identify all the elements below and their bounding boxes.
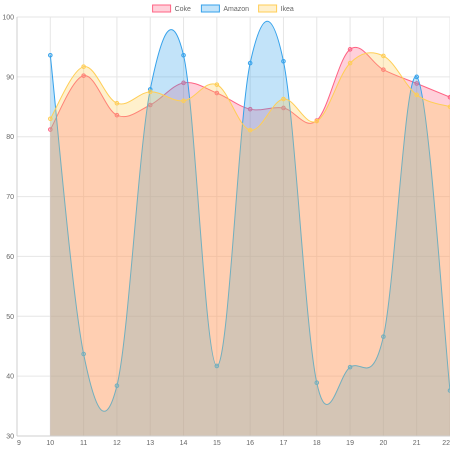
y-tick-label: 100: [2, 15, 14, 22]
data-point-amazon[interactable]: [214, 363, 220, 369]
data-point-coke[interactable]: [48, 127, 53, 132]
series-area-ikea: [50, 52, 450, 436]
data-point-amazon[interactable]: [414, 74, 419, 80]
x-tick-label: 11: [80, 440, 87, 447]
x-tick-label: 19: [346, 440, 354, 447]
data-point-amazon[interactable]: [114, 383, 120, 389]
data-point-ikea[interactable]: [181, 98, 186, 104]
data-point-ikea[interactable]: [147, 89, 153, 95]
grid: [16, 16, 450, 437]
legend[interactable]: Coke Amazon Ikea: [152, 4, 294, 13]
data-point-ikea[interactable]: [314, 118, 320, 124]
series-line-amazon: [49, 20, 450, 412]
data-point-amazon[interactable]: [314, 380, 320, 386]
data-point-coke[interactable]: [147, 102, 153, 108]
data-point-amazon[interactable]: [181, 53, 186, 58]
series-line-ikea: [49, 52, 450, 131]
legend-swatch[interactable]: [200, 4, 220, 13]
legend-label[interactable]: Coke: [175, 6, 191, 13]
data-point-coke[interactable]: [381, 67, 386, 72]
series-area-coke: [50, 47, 450, 436]
legend-swatch[interactable]: [258, 4, 278, 13]
x-tick-label: 10: [46, 440, 54, 447]
data-point-amazon[interactable]: [48, 53, 53, 58]
data-point-amazon[interactable]: [247, 60, 253, 66]
x-tick-label: 13: [146, 440, 154, 447]
x-tick-label: 9: [17, 440, 21, 447]
data-point-ikea[interactable]: [247, 127, 253, 133]
x-tick-label: 20: [379, 440, 387, 447]
legend-item-coke[interactable]: Coke: [152, 4, 191, 13]
y-tick-label: 30: [6, 434, 14, 441]
data-point-coke[interactable]: [347, 47, 353, 52]
x-tick-label: 15: [213, 440, 221, 447]
x-tick-label: 17: [280, 440, 288, 447]
legend-swatch[interactable]: [152, 4, 172, 13]
data-point-amazon[interactable]: [81, 351, 86, 357]
series-amazon: [48, 20, 450, 436]
data-point-amazon[interactable]: [381, 334, 386, 339]
series-area-amazon: [50, 21, 450, 436]
y-tick-label: 80: [6, 134, 14, 141]
data-point-coke[interactable]: [114, 112, 120, 118]
data-point-coke[interactable]: [247, 106, 253, 112]
data-point-coke[interactable]: [181, 80, 186, 86]
y-tick-label: 40: [6, 374, 14, 381]
data-point-ikea[interactable]: [48, 116, 53, 122]
x-tick-label: 16: [246, 440, 254, 447]
legend-item-ikea[interactable]: Ikea: [258, 4, 294, 13]
data-point-ikea[interactable]: [81, 64, 86, 69]
x-tick-label: 22: [442, 440, 450, 447]
data-point-ikea[interactable]: [281, 96, 286, 102]
data-point-amazon[interactable]: [347, 364, 353, 370]
axes: 30 40 50 60 70 80 90 100 9 10 11 12 13 14 15 16 17 18 19 20…: [2, 15, 450, 447]
data-point-coke[interactable]: [81, 73, 86, 78]
x-tick-label: 14: [180, 440, 188, 447]
legend-label[interactable]: Ikea: [281, 6, 294, 13]
data-point-coke[interactable]: [414, 81, 419, 86]
data-point-ikea[interactable]: [214, 82, 220, 87]
series-layer: [48, 20, 450, 436]
y-tick-label: 50: [6, 314, 14, 321]
y-tick-label: 70: [6, 194, 14, 201]
data-point-coke[interactable]: [214, 90, 220, 96]
data-point-amazon[interactable]: [281, 58, 286, 64]
series-coke: [48, 46, 450, 436]
legend-item-amazon[interactable]: Amazon: [200, 4, 249, 13]
series-line-coke: [49, 46, 450, 130]
x-tick-label: 21: [413, 440, 421, 447]
data-point-ikea[interactable]: [414, 92, 419, 98]
data-point-ikea[interactable]: [381, 53, 386, 59]
y-tick-label: 60: [6, 254, 14, 261]
y-tick-label: 90: [6, 74, 14, 81]
data-point-ikea[interactable]: [347, 60, 353, 66]
legend-label[interactable]: Amazon: [223, 6, 249, 13]
data-point-ikea[interactable]: [114, 100, 120, 106]
x-tick-label: 12: [113, 440, 121, 447]
series-ikea: [48, 52, 450, 436]
data-point-coke[interactable]: [281, 105, 286, 111]
x-tick-label: 18: [313, 440, 321, 447]
